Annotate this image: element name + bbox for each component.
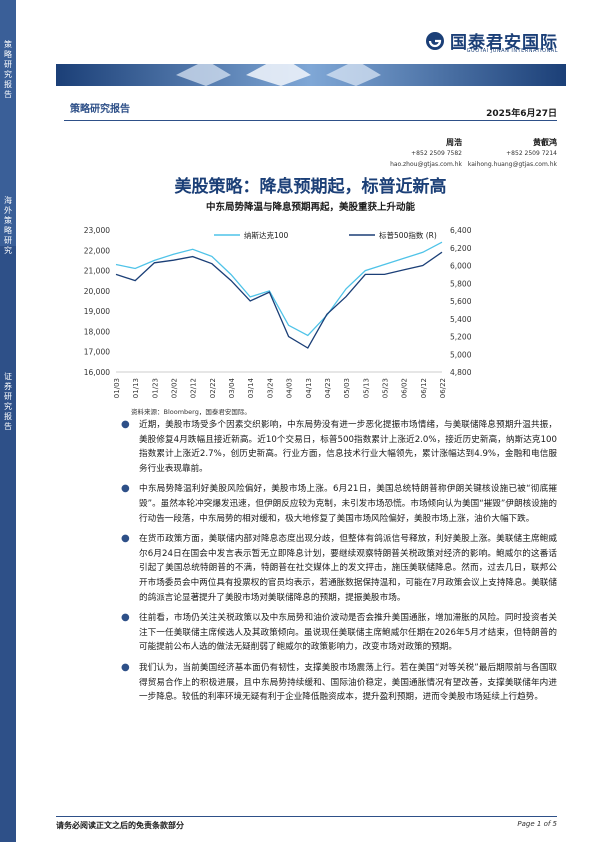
sidebar-label-overseas: 海外策略研究 xyxy=(4,196,12,255)
y-right-tick-label: 6,400 xyxy=(450,226,472,235)
header: 国泰君安国际 GUOTAI JUNAN INTERNATIONAL xyxy=(56,0,595,100)
y-right-tick-label: 5,600 xyxy=(450,297,472,306)
x-tick-label: 02/12 xyxy=(190,378,198,398)
x-tick-label: 06/12 xyxy=(420,378,428,398)
bullet-text: 中东局势降温利好美股风险偏好，美股市场上涨。6月21日，美国总统特朗普称伊朗关键… xyxy=(139,484,557,524)
analyst-name: 周浩 xyxy=(446,138,462,147)
bullet-text: 近期，美股市场受多个因素交织影响，中东局势没有进一步恶化提振市场情绪，与美联储降… xyxy=(139,420,557,474)
bullet-item: ● 往前看，市场仍关注关税政策以及中东局势和油价波动是否会推升美国通胀，增加滞胀… xyxy=(121,611,557,655)
company-logo: 国泰君安国际 xyxy=(425,28,558,53)
y-left-tick-label: 17,000 xyxy=(84,348,110,357)
sidebar: 策略研究报告 海外策略研究 证券研究报告 xyxy=(0,0,16,842)
analyst-phone: +852 2509 7582 xyxy=(411,150,462,157)
sidebar-label-strategy: 策略研究报告 xyxy=(4,40,12,99)
x-tick-label: 01/13 xyxy=(132,378,140,398)
y-left-tick-label: 18,000 xyxy=(84,327,110,336)
bullet-list: ● 近期，美股市场受多个因素交织影响，中东局势没有进一步恶化提振市场情绪，与美联… xyxy=(121,418,557,705)
y-right-tick-label: 6,000 xyxy=(450,262,472,271)
y-right-tick-label: 5,400 xyxy=(450,315,472,324)
footer: 请务必阅读正文之后的免责条款部分 Page 1 of 5 xyxy=(56,816,557,832)
bullet-text: 我们认为，当前美国经济基本面仍有韧性，支撑美股市场震荡上行。若在美国“对等关税”… xyxy=(139,662,557,703)
bullet-text: 在货币政策方面，美联储内部对降息态度出现分歧，但整体有鸽派信号释放，利好美股上涨… xyxy=(139,534,557,603)
y-left-tick-label: 20,000 xyxy=(84,287,110,296)
y-left-tick-label: 19,000 xyxy=(84,307,110,316)
sidebar-block-strategy xyxy=(0,0,16,246)
y-right-tick-label: 5,800 xyxy=(450,279,472,288)
x-tick-label: 06/02 xyxy=(401,378,409,398)
page-number: Page 1 of 5 xyxy=(517,820,557,828)
bullet-dot-icon: ● xyxy=(121,419,130,430)
x-tick-label: 04/03 xyxy=(286,378,294,398)
y-left-tick-label: 21,000 xyxy=(84,267,110,276)
legend-label-0: 纳斯达克100 xyxy=(244,230,289,240)
report-title: 美股策略：降息预期起，标普近新高 xyxy=(174,177,447,197)
x-tick-label: 05/03 xyxy=(343,378,351,398)
header-divider xyxy=(64,120,557,121)
y-right-tick-label: 4,800 xyxy=(450,368,472,377)
footer-disclaimer: 请务必阅读正文之后的免责条款部分 xyxy=(56,821,184,830)
legend-label-1: 标普500指数 (R) xyxy=(379,230,437,240)
logo-text-cn: 国泰君安国际 xyxy=(450,33,558,53)
bullet-dot-icon: ● xyxy=(121,533,130,545)
analyst-zhou: 周浩 +852 2509 7582 hao.zhou@gtjas.com.hk xyxy=(380,137,462,170)
x-tick-label: 02/22 xyxy=(209,378,217,398)
index-line-chart: 16,000 17,000 18,000 19,000 20,000 21,000 22,0… xyxy=(84,226,472,398)
x-tick-label: 05/13 xyxy=(362,378,370,398)
bullet-text: 往前看，市场仍关注关税政策以及中东局势和油价波动是否会推升美国通胀，增加滞胀的风… xyxy=(139,613,557,653)
y-right-tick-label: 5,200 xyxy=(450,333,472,342)
series-line-0 xyxy=(115,241,443,337)
y-right-tick-label: 5,000 xyxy=(450,350,472,359)
bullet-dot-icon: ● xyxy=(121,612,130,624)
bullet-item: ● 近期，美股市场受多个因素交织影响，中东局势没有进一步恶化提振市场情绪，与美联… xyxy=(121,418,557,476)
bullet-item: ● 中东局势降温利好美股风险偏好，美股市场上涨。6月21日，美国总统特朗普称伊朗… xyxy=(121,482,557,526)
analyst-email[interactable]: hao.zhou@gtjas.com.hk xyxy=(390,161,462,168)
x-tick-label: 03/04 xyxy=(228,377,236,398)
x-tick-label: 02/02 xyxy=(171,378,179,398)
analyst-huang: 黄叡鸿 +852 2509 7214 kaihong.huang@gtjas.c… xyxy=(465,137,557,170)
x-tick-label: 03/14 xyxy=(247,377,255,398)
report-subtitle: 中东局势降温与降息预期再起，美股重获上升动能 xyxy=(205,202,415,213)
bullet-dot-icon: ● xyxy=(121,661,130,673)
x-tick-label: 03/24 xyxy=(266,377,274,398)
logo-text-en: GUOTAI JUNAN INTERNATIONAL xyxy=(466,48,558,54)
header-gem-banner xyxy=(56,56,566,86)
x-tick-label: 05/23 xyxy=(381,378,389,398)
x-tick-label: 01/03 xyxy=(113,378,121,398)
x-tick-label: 01/23 xyxy=(151,378,159,398)
analyst-name: 黄叡鸿 xyxy=(533,138,557,147)
x-tick-label: 06/22 xyxy=(439,378,447,398)
logo-mark-icon xyxy=(426,31,444,50)
series-line-1 xyxy=(115,251,443,349)
chart-source: 资料来源：Bloomberg，国泰君安国际。 xyxy=(131,408,251,416)
sidebar-label-research: 证券研究报告 xyxy=(4,372,12,431)
y-left-tick-label: 22,000 xyxy=(84,246,110,255)
analyst-email[interactable]: kaihong.huang@gtjas.com.hk xyxy=(467,161,557,168)
y-left-tick-label: 16,000 xyxy=(84,368,110,377)
bullet-item: ● 在货币政策方面，美联储内部对降息态度出现分歧，但整体有鸽派信号释放，利好美股… xyxy=(121,532,557,605)
y-right-tick-label: 6,200 xyxy=(450,244,472,253)
bullet-dot-icon: ● xyxy=(121,483,130,495)
bullet-item: ● 我们认为，当前美国经济基本面仍有韧性，支撑美股市场震荡上行。若在美国“对等关… xyxy=(121,661,557,705)
analyst-phone: +852 2509 7214 xyxy=(506,150,557,157)
footer-divider xyxy=(56,816,557,817)
y-left-tick-label: 23,000 xyxy=(84,226,110,235)
x-tick-label: 04/13 xyxy=(305,378,313,398)
report-type: 策略研究报告 xyxy=(70,104,130,115)
x-tick-label: 04/23 xyxy=(324,378,332,398)
report-date: 2025年6月27日 xyxy=(486,109,557,119)
